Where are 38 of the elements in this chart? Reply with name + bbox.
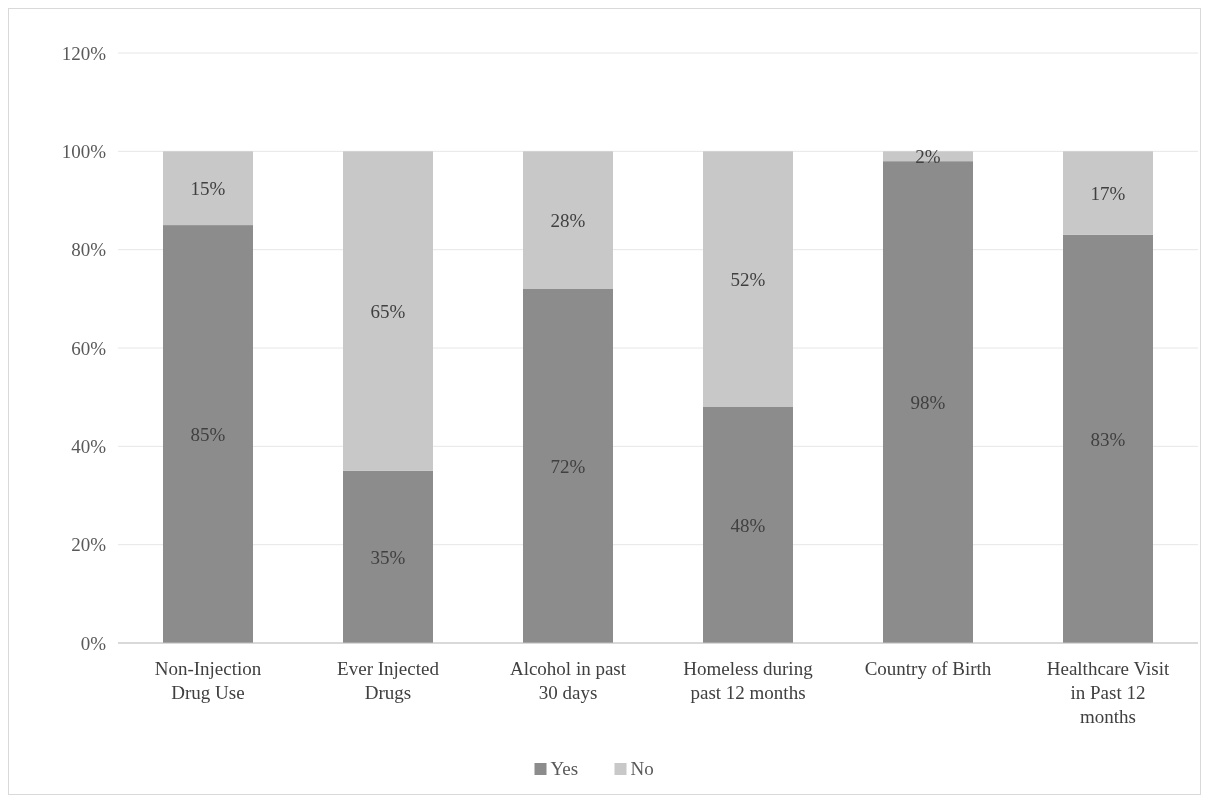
- y-tick-label: 40%: [71, 435, 107, 457]
- bar: [1063, 234, 1153, 643]
- data-label: 98%: [910, 391, 946, 413]
- legend-label: No: [630, 758, 654, 779]
- bar: [703, 151, 793, 407]
- bar: [163, 151, 253, 226]
- bar: [343, 470, 433, 643]
- data-label: 65%: [370, 300, 406, 322]
- y-tick-label: 120%: [61, 42, 107, 64]
- bar: [883, 161, 973, 643]
- bar: [1063, 151, 1153, 235]
- y-tick-label: 60%: [71, 337, 107, 359]
- x-tick-label: Alcohol in past 30 days: [509, 658, 627, 703]
- y-tick-label: 80%: [71, 239, 107, 261]
- data-label: 52%: [730, 268, 766, 290]
- data-label: 35%: [370, 546, 406, 568]
- data-label: 85%: [190, 423, 226, 445]
- bar: [343, 151, 433, 471]
- data-label: 72%: [550, 455, 586, 477]
- y-tick-label: 100%: [61, 140, 107, 162]
- data-label: 15%: [190, 177, 226, 199]
- bar: [163, 225, 253, 643]
- legend-label: Yes: [550, 758, 579, 779]
- bar: [703, 407, 793, 643]
- y-tick-label: 0%: [80, 632, 107, 654]
- x-tick-label: Ever Injected Drugs: [337, 658, 440, 703]
- data-label: 17%: [1090, 182, 1126, 204]
- bar: [523, 289, 613, 643]
- x-tick-label: Non-Injection Drug Use: [154, 658, 262, 703]
- x-tick-label: Homeless during past 12 months: [683, 658, 814, 703]
- x-tick-label: Healthcare Visit in Past 12 months: [1046, 658, 1170, 727]
- bar: [523, 151, 613, 289]
- x-tick-label: Country of Birth: [864, 658, 992, 679]
- data-label: 83%: [1090, 428, 1126, 450]
- y-tick-label: 20%: [71, 534, 107, 556]
- data-label: 28%: [550, 209, 586, 231]
- data-label: 2%: [915, 145, 941, 167]
- data-label: 48%: [730, 514, 766, 536]
